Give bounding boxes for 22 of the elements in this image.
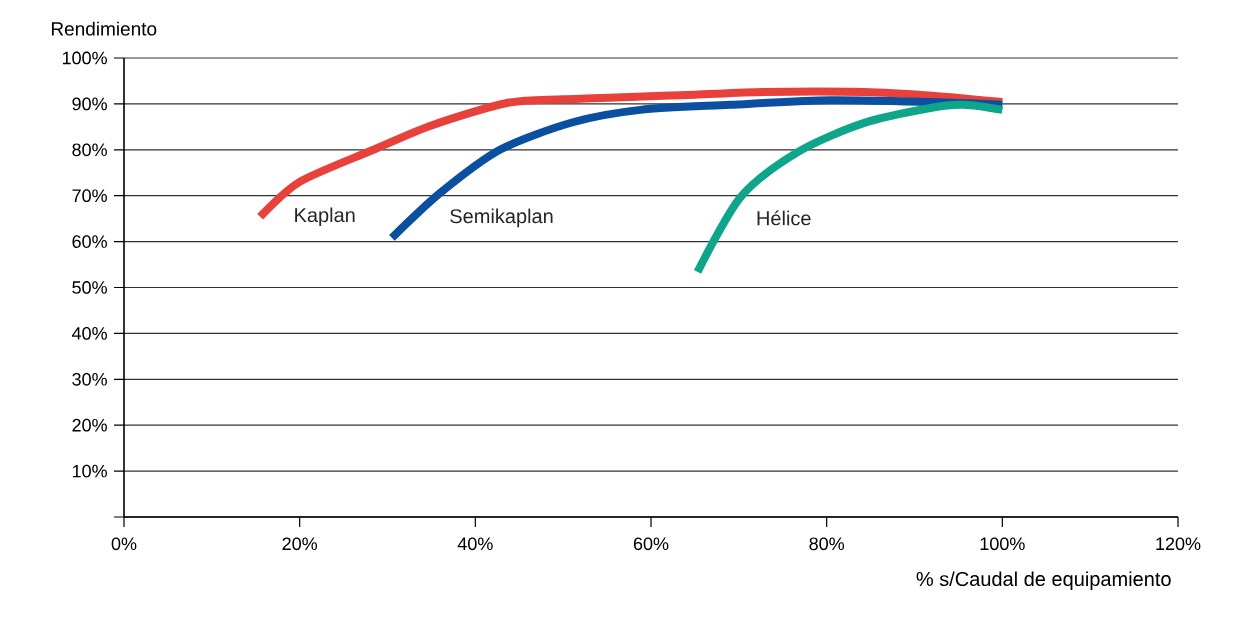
series-label: Semikaplan <box>450 208 553 228</box>
x-tick-label: 60% <box>633 537 669 551</box>
y-tick-label: 60% <box>72 235 107 248</box>
x-tick-label: 120% <box>1156 537 1201 551</box>
series-label: Hélice <box>757 210 811 226</box>
y-tick-label: 20% <box>72 418 107 432</box>
y-axis-title: Rendimiento <box>51 21 157 36</box>
y-tick-label: 50% <box>72 281 107 294</box>
x-tick-label: 40% <box>457 537 493 551</box>
y-tick-label: 70% <box>72 189 107 203</box>
y-tick-label: 80% <box>72 143 107 157</box>
x-tick-label: 80% <box>809 537 845 551</box>
series-label: Kaplan <box>295 207 355 227</box>
x-tick-label: 100% <box>980 537 1025 551</box>
x-axis-title: % s/Caudal de equipamiento <box>916 571 1171 591</box>
x-tick-label: 0% <box>111 537 137 551</box>
y-tick-label: 100% <box>62 51 107 65</box>
y-tick-label: 40% <box>71 327 107 340</box>
x-tick-label: 20% <box>282 537 318 551</box>
y-tick-label: 10% <box>72 464 107 478</box>
y-tick-label: 30% <box>72 372 107 386</box>
y-tick-label: 90% <box>72 97 107 111</box>
